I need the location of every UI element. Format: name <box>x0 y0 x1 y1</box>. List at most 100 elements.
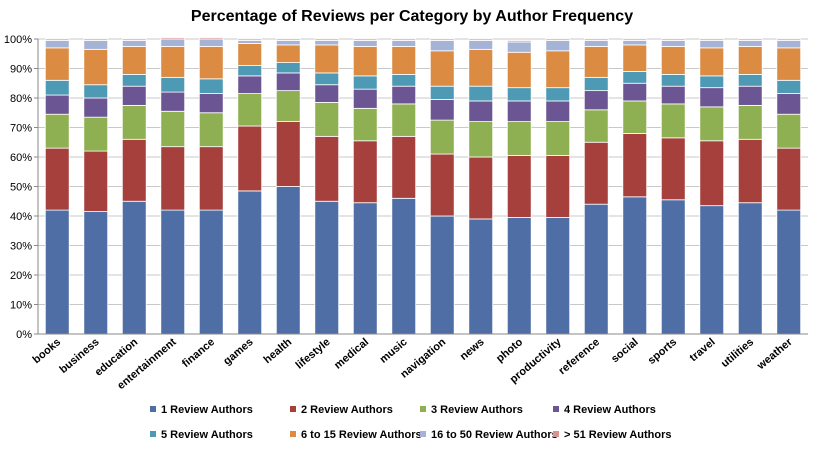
bar-segment <box>776 113 802 149</box>
bar-segment <box>237 75 263 94</box>
bar-segment <box>391 45 417 75</box>
bar-segment <box>545 50 571 89</box>
bar-segment <box>237 65 263 77</box>
bar-segment <box>583 38 609 41</box>
bar-segment <box>660 45 686 75</box>
y-tick-label: 100% <box>4 34 32 46</box>
bar-segment <box>160 45 186 78</box>
bar-segment <box>314 84 340 103</box>
bar-segment <box>275 72 301 92</box>
bar-segment <box>583 109 609 143</box>
bar-segment <box>545 217 571 335</box>
bar-segment <box>44 79 70 96</box>
y-tick-label: 70% <box>10 123 32 135</box>
bar-segment <box>121 85 147 106</box>
legend-swatch <box>420 406 426 412</box>
bar-segment <box>198 45 224 80</box>
bar-segment <box>198 112 224 148</box>
bar-segment <box>391 197 417 335</box>
bar-segment <box>160 209 186 335</box>
bar-segment <box>699 40 725 49</box>
bar-segment <box>583 141 609 205</box>
y-tick-label: 10% <box>10 300 32 312</box>
bar-segment <box>776 93 802 115</box>
bar-segment <box>660 40 686 47</box>
bar-segment <box>275 40 301 46</box>
bar-segment <box>198 37 224 40</box>
bar-segment <box>622 44 648 72</box>
bar-segment <box>44 94 70 115</box>
bar-segment <box>776 47 802 81</box>
y-tick-label: 0% <box>16 329 32 341</box>
bar-segment <box>506 100 532 122</box>
bar-segment <box>699 38 725 41</box>
chart-title: Percentage of Reviews per Category by Au… <box>191 8 633 25</box>
bar-segment <box>737 202 763 335</box>
bar-segment <box>352 88 378 109</box>
bar-segment <box>622 196 648 335</box>
legend-label: 6 to 15 Review Authors <box>301 429 422 441</box>
x-tick-label: utilities <box>719 336 756 370</box>
bar-segment <box>622 40 648 46</box>
bar-segment <box>314 135 340 202</box>
bar-segment <box>622 71 648 84</box>
bar-segment <box>776 209 802 335</box>
bar-segment <box>44 209 70 335</box>
bar-segment <box>545 100 571 122</box>
bar-segment <box>314 40 340 46</box>
bar-segment <box>699 106 725 142</box>
x-tick-label: photo <box>494 336 525 365</box>
x-tick-label: social <box>609 336 641 365</box>
bar-segment <box>275 62 301 74</box>
bar-segment <box>198 93 224 114</box>
legend-swatch <box>290 406 296 412</box>
bar-segment <box>314 72 340 86</box>
bar-segment <box>44 113 70 149</box>
x-tick-label: lifestyle <box>294 336 333 372</box>
bar-segment <box>275 121 301 187</box>
bar-segment <box>660 137 686 201</box>
bar-segment <box>198 78 224 94</box>
bar-segment <box>506 87 532 102</box>
y-tick-label: 50% <box>10 182 32 194</box>
bar-segment <box>737 45 763 75</box>
bar-segment <box>429 215 455 335</box>
bar-segment <box>699 87 725 108</box>
bar-segment <box>699 47 725 77</box>
bar-segment <box>429 38 455 41</box>
bar-segment <box>83 48 109 86</box>
bar-segment <box>737 104 763 140</box>
y-tick-label: 30% <box>10 241 32 253</box>
bar-segment <box>506 41 532 53</box>
bar-segment <box>429 85 455 100</box>
legend-swatch <box>150 431 156 437</box>
bar-segment <box>352 140 378 204</box>
legend-swatch <box>150 406 156 412</box>
bar-segment <box>583 76 609 92</box>
bar-segment <box>83 84 109 99</box>
bar-segment <box>506 155 532 218</box>
bar-segment <box>391 40 417 47</box>
bar-segment <box>429 153 455 217</box>
bar-segment <box>583 90 609 111</box>
bar-segment <box>776 147 802 211</box>
x-tick-label: finance <box>180 336 217 370</box>
x-tick-label: books <box>31 336 64 366</box>
bar-segment <box>275 38 301 41</box>
bar-segment <box>506 121 532 156</box>
bar-segment <box>160 91 186 112</box>
bar-segment <box>198 38 224 47</box>
legend-swatch <box>290 431 296 437</box>
x-tick-label: health <box>262 336 295 366</box>
bar-segment <box>198 146 224 211</box>
bar-segment <box>352 40 378 47</box>
legend-label: 1 Review Authors <box>161 404 253 416</box>
bar-segment <box>545 40 571 52</box>
bar-segment <box>391 38 417 41</box>
bar-segment <box>237 43 263 66</box>
bar-segment <box>429 99 455 121</box>
legend-swatch <box>553 406 559 412</box>
bar-segment <box>83 150 109 212</box>
bar-segment <box>468 48 494 87</box>
